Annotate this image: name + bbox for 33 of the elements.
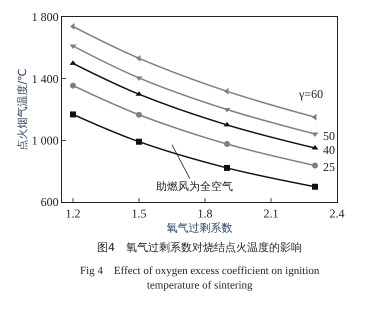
point — [224, 122, 230, 126]
series-label: 25 — [323, 160, 335, 174]
x-tick-label: 2.4 — [330, 206, 344, 220]
x-tick-label: 2.1 — [264, 206, 278, 220]
series-label: 50 — [323, 129, 335, 143]
y-tick-label: 1 800 — [32, 10, 59, 24]
point — [312, 132, 318, 138]
point — [136, 91, 142, 96]
point — [312, 184, 318, 190]
point — [136, 138, 142, 145]
y-tick-label: 1 000 — [32, 134, 59, 148]
text: 图4 氧气过剩系数对烧结点火温度的影响 — [97, 241, 302, 254]
point — [312, 162, 318, 168]
point — [70, 44, 76, 49]
x-axis-title: 氧气过剩系数 — [166, 222, 232, 235]
y-axis-title: 点火烟气温度/℃ — [16, 68, 30, 151]
x-tick-label: 1.2 — [66, 206, 80, 220]
point — [136, 76, 142, 81]
text: Fig 4 Effect of oxygen excess coefficient on ignition temperature of sintering — [80, 265, 320, 292]
y-tick-label: 600 — [40, 195, 59, 210]
y-tick-label: 1 400 — [32, 72, 59, 86]
point — [224, 141, 230, 148]
point — [312, 145, 318, 150]
series-label: 40 — [323, 143, 335, 157]
series-label: 助燃风为全空气 — [156, 180, 233, 193]
point — [224, 164, 230, 171]
point — [70, 60, 76, 65]
point — [136, 112, 142, 118]
x-tick-label: 1.8 — [198, 206, 212, 220]
series-label: γ=60 — [298, 87, 324, 101]
point — [70, 82, 76, 89]
point — [70, 111, 76, 118]
x-tick-label: 1.5 — [132, 206, 146, 220]
